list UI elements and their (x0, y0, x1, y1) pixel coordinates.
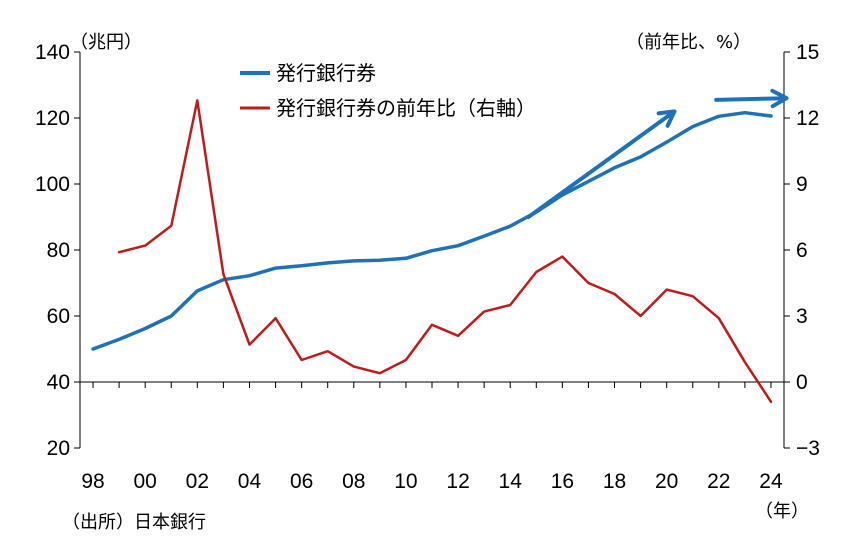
x-tick-label: 14 (499, 470, 523, 493)
x-tick-label: 08 (342, 470, 365, 493)
legend-label-2: 発行銀行券の前年比（右軸） (276, 96, 536, 120)
series-line-banknotes (91, 110, 773, 351)
x-tick-label: 98 (81, 470, 104, 493)
left-tick-label: 140 (35, 41, 70, 64)
right-tick-label: 3 (796, 305, 808, 328)
x-tick-label: 06 (290, 470, 313, 493)
x-tick-label: 10 (394, 470, 417, 493)
trend-arrow-head-1 (656, 109, 677, 128)
series-line-yoy (117, 99, 773, 404)
right-tick-label: 12 (796, 107, 819, 130)
right-tick-label: 0 (796, 371, 808, 394)
trend-arrows (526, 88, 789, 219)
x-tick-label: 00 (134, 470, 157, 493)
trend-arrow-shaft-2 (714, 96, 783, 102)
x-axis-unit: （年） (755, 501, 809, 522)
trend-arrow-head-2 (770, 88, 789, 109)
left-tick-label: 20 (47, 437, 70, 460)
left-tick-label: 80 (47, 239, 70, 262)
legend-label-1: 発行銀行券 (276, 61, 376, 85)
x-tick-label: 20 (655, 470, 678, 493)
x-tick-label: 02 (186, 470, 209, 493)
x-axis-ticks: 98 00 02 04 06 08 10 12 14 16 18 20 22 24 (81, 382, 783, 493)
right-tick-label: 9 (796, 173, 808, 196)
x-tick-label: 24 (759, 470, 783, 493)
right-tick-label: −3 (796, 437, 820, 460)
right-axis-unit: （前年比、%） (626, 32, 751, 53)
x-tick-label: 04 (238, 470, 262, 493)
x-tick-label: 18 (603, 470, 626, 493)
right-axis-ticks: −3 0 3 6 9 12 15 (784, 41, 820, 460)
left-tick-label: 40 (47, 371, 70, 394)
series-lines (91, 99, 773, 404)
left-tick-label: 100 (35, 173, 70, 196)
x-tick-label: 16 (551, 470, 574, 493)
right-tick-label: 6 (796, 239, 808, 262)
trend-arrow-shaft-1 (526, 112, 672, 219)
x-tick-label: 22 (707, 470, 730, 493)
left-axis-unit: （兆円） (70, 32, 142, 53)
left-tick-label: 120 (35, 107, 70, 130)
x-tick-label: 12 (446, 470, 469, 493)
right-tick-label: 15 (796, 41, 819, 64)
source-note: （出所）日本銀行 (62, 512, 206, 533)
left-tick-label: 60 (47, 305, 70, 328)
left-axis-ticks: 20 40 60 80 100 120 140 (35, 41, 80, 460)
